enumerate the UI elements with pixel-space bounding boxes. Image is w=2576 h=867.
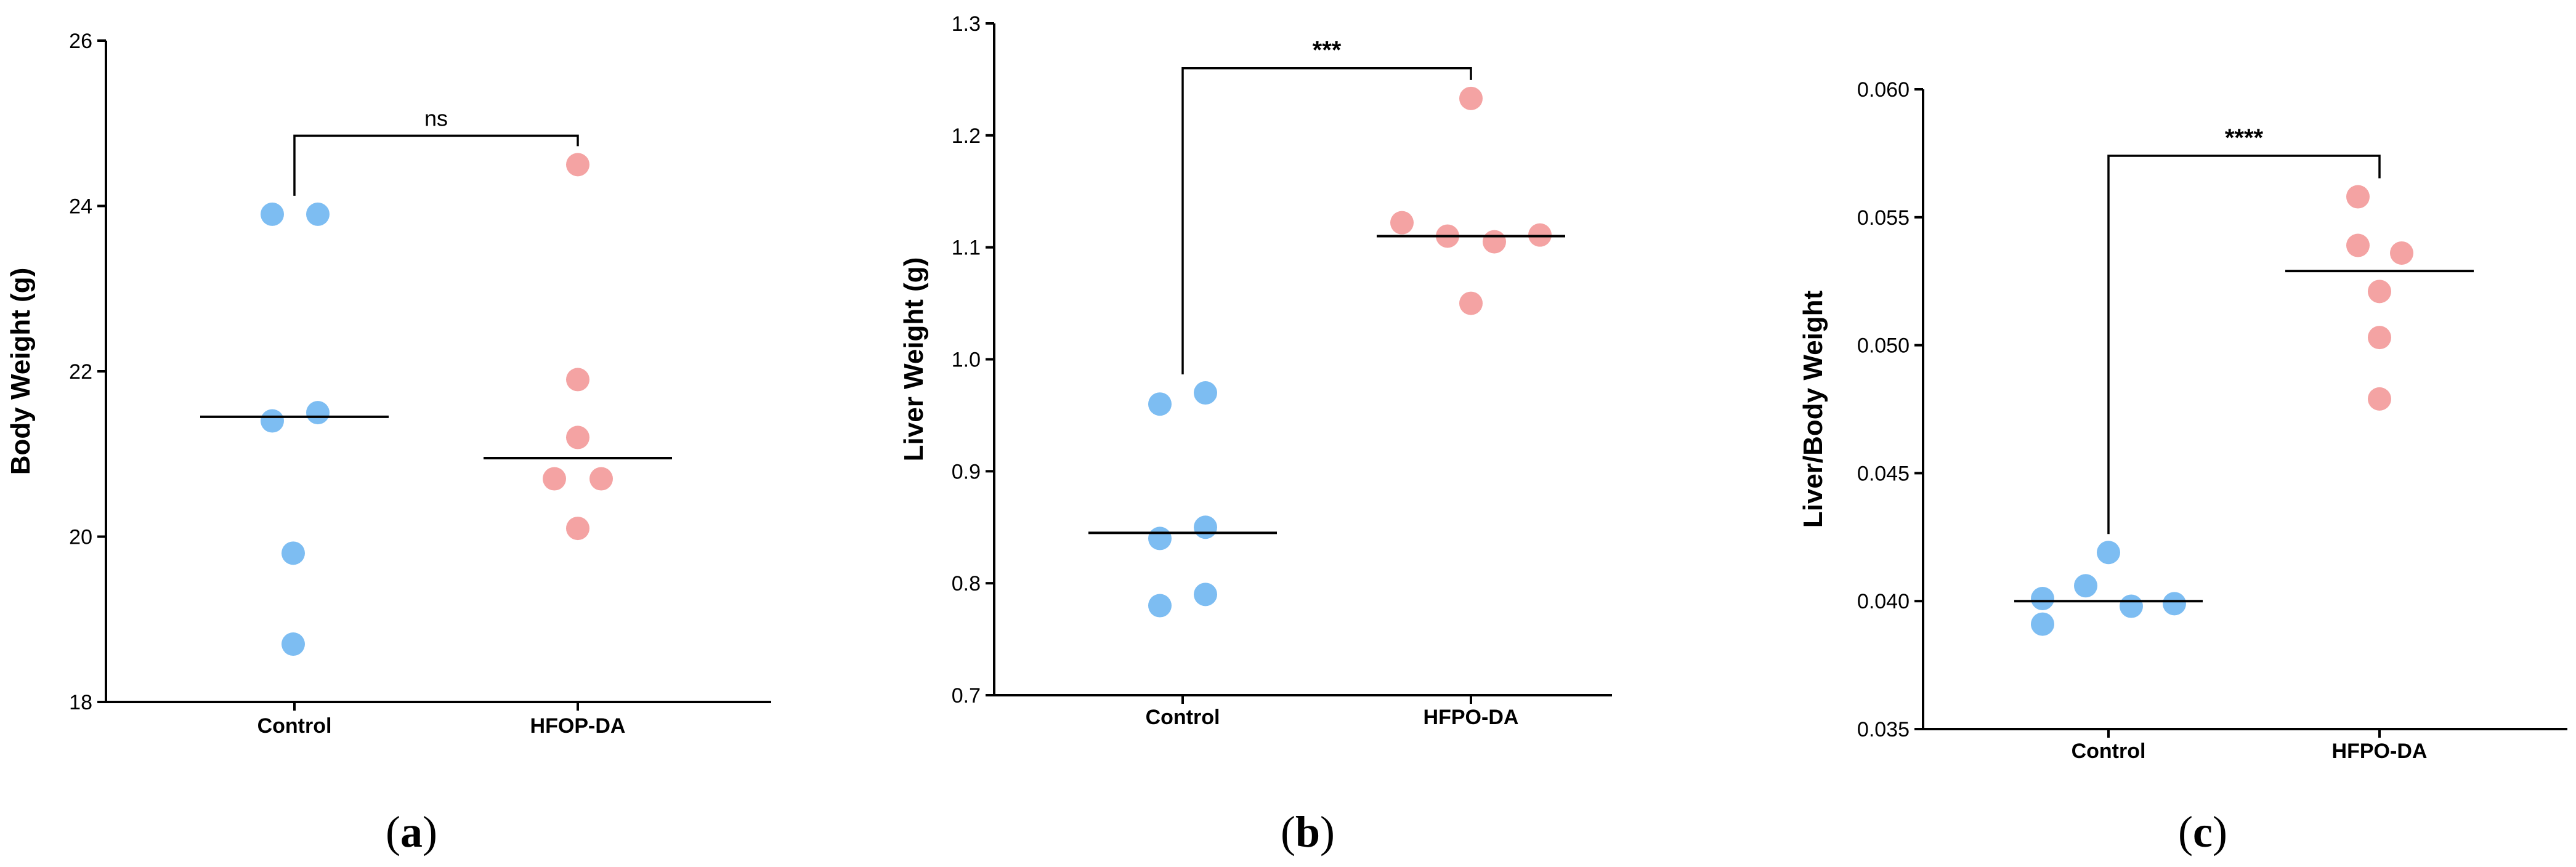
data-point-control [2031,612,2054,636]
data-point-hfpo-da [1459,86,1483,110]
data-point-hfpo-da [2368,387,2391,411]
y-tick-label: 0.7 [952,684,981,708]
data-point-control [1194,583,1217,607]
x-tick-label: HFPO-DA [1424,706,1519,729]
data-point-control [306,401,330,425]
data-point-hfpo-da [2390,241,2413,265]
data-point-control [1194,515,1217,539]
data-point-hfpo-da [2368,326,2391,350]
data-point-control [306,202,330,226]
y-tick-label: 0.040 [1857,590,1910,613]
data-point-control [2163,592,2186,616]
data-point-control [281,541,305,565]
significance-label: *** [1313,37,1342,64]
y-axis-label: Body Weight (g) [6,268,36,475]
significance-label: **** [2225,124,2264,151]
data-point-control [2120,594,2143,618]
x-tick-label: Control [2072,740,2146,763]
data-point-hfop-da [566,153,589,177]
data-point-hfpo-da [2346,233,2370,257]
y-tick-label: 0.055 [1857,206,1910,230]
data-point-hfpo-da [1483,230,1506,254]
y-tick-label: 20 [69,526,92,549]
y-tick-label: 0.045 [1857,462,1910,485]
y-tick-label: 1.3 [952,12,981,36]
data-point-control [2097,541,2120,565]
chart-panel-b: 0.7 0.8 0.9 1.0 1.1 1.2 1.3 Control HFPO-DA Liver… [899,12,1612,857]
significance-bracket [293,134,579,196]
data-point-control [261,409,284,433]
significance-label: ns [424,105,448,131]
x-tick-label: HFOP-DA [530,714,626,738]
y-tick-label: 24 [69,195,92,219]
y-tick-label: 0.9 [952,460,981,483]
data-point-control [281,632,305,656]
x-tick-label: Control [1146,706,1220,729]
data-point-hfop-da [589,467,613,491]
data-point-control [2074,574,2097,598]
y-tick-label: 22 [69,360,92,384]
y-tick-label: 0.8 [952,572,981,595]
significance-bracket [2107,155,2381,534]
y-tick-label: 18 [69,691,92,714]
y-tick-label: 1.0 [952,349,981,372]
y-axis-label: Liver Weight (g) [899,257,929,462]
data-point-hfpo-da [1390,211,1414,235]
y-tick-label: 0.035 [1857,718,1910,741]
data-point-hfpo-da [1459,291,1483,315]
y-tick-label: 26 [69,30,92,53]
chart-panel-c: 0.035 0.040 0.045 0.050 0.055 0.060 Control HFP… [1798,78,2567,857]
significance-bracket [1181,67,1472,375]
panel-label: (a) [386,807,437,857]
y-tick-label: 1.1 [952,236,981,260]
data-point-hfop-da [566,517,589,541]
data-point-hfpo-da [2346,185,2370,209]
y-tick-label: 1.2 [952,124,981,148]
y-tick-label: 0.050 [1857,334,1910,358]
data-point-hfop-da [566,368,589,392]
panel-label: (c) [2178,807,2227,857]
panel-label: (b) [1281,807,1335,857]
x-tick-label: HFPO-DA [2332,740,2428,763]
data-point-control [2031,587,2054,611]
chart-panel-a: 18 20 22 24 26 Control HFOP-DA Body Weight (g) n… [6,30,771,857]
data-point-control [1194,381,1217,405]
data-point-control [1148,392,1172,416]
data-point-hfop-da [566,425,589,450]
data-point-control [1148,526,1172,550]
y-axis-label: Liver/Body Weight [1798,290,1828,528]
data-point-control [1148,594,1172,618]
data-point-control [261,202,284,226]
data-point-hfpo-da [2368,280,2391,304]
y-tick-label: 0.060 [1857,78,1910,102]
x-tick-label: Control [257,714,332,738]
data-point-hfop-da [543,467,566,491]
